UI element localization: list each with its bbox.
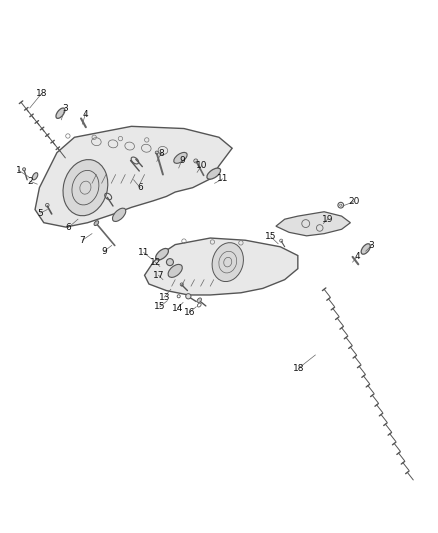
Text: 9: 9 (179, 156, 185, 165)
Text: 20: 20 (348, 197, 360, 206)
Ellipse shape (63, 159, 108, 216)
Text: 6: 6 (137, 183, 143, 192)
Text: 18: 18 (36, 89, 47, 98)
Text: 15: 15 (154, 302, 166, 311)
Ellipse shape (166, 259, 173, 265)
Ellipse shape (168, 264, 182, 277)
Text: 16: 16 (184, 308, 195, 317)
Text: 10: 10 (196, 161, 207, 170)
Ellipse shape (361, 244, 370, 254)
Text: 15: 15 (265, 232, 276, 241)
Text: 1: 1 (15, 166, 21, 175)
Text: 11: 11 (217, 174, 228, 183)
Ellipse shape (174, 152, 187, 163)
Ellipse shape (207, 168, 221, 179)
Polygon shape (35, 126, 232, 227)
Text: 11: 11 (138, 248, 149, 257)
Text: 5: 5 (37, 208, 43, 217)
Text: 13: 13 (159, 293, 170, 302)
Text: 17: 17 (153, 271, 164, 280)
Text: 7: 7 (79, 236, 85, 245)
Ellipse shape (56, 108, 65, 118)
Ellipse shape (94, 221, 99, 225)
Polygon shape (276, 212, 350, 236)
Ellipse shape (186, 294, 191, 299)
Ellipse shape (155, 248, 169, 260)
Text: 6: 6 (65, 223, 71, 232)
Text: 19: 19 (322, 215, 333, 224)
Polygon shape (145, 238, 298, 295)
Ellipse shape (197, 298, 201, 303)
Text: 14: 14 (172, 304, 183, 313)
Text: 18: 18 (293, 364, 304, 373)
Ellipse shape (23, 168, 25, 171)
Text: 8: 8 (158, 149, 164, 158)
Ellipse shape (113, 208, 126, 222)
Text: 4: 4 (83, 110, 88, 118)
Text: 12: 12 (150, 257, 161, 266)
Text: 4: 4 (354, 252, 360, 261)
Ellipse shape (212, 243, 244, 281)
Text: 9: 9 (101, 247, 107, 256)
Text: 3: 3 (62, 104, 68, 114)
Ellipse shape (32, 173, 38, 180)
Text: 3: 3 (368, 241, 374, 250)
Text: 2: 2 (27, 176, 32, 185)
